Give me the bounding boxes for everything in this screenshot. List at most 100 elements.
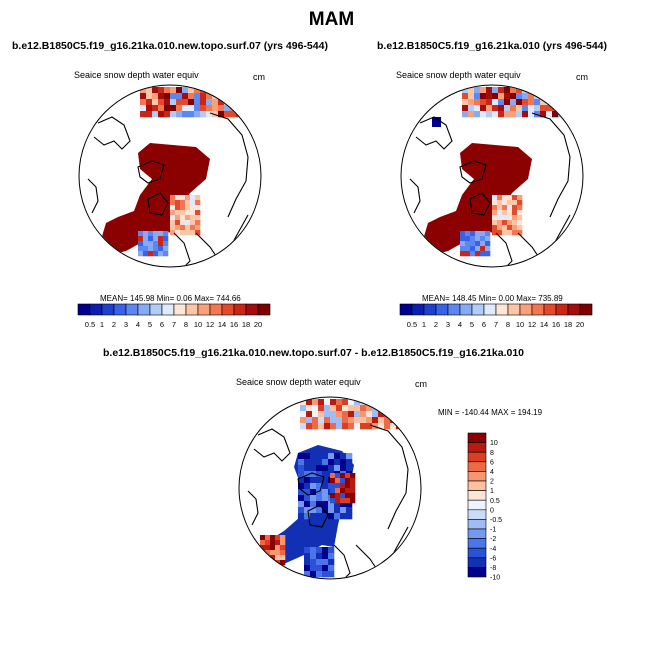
field-cell [516, 93, 523, 100]
field-cell [492, 225, 498, 231]
topo-colorbar-tick-label: 12 [206, 320, 214, 329]
field-cell [528, 99, 535, 106]
field-cell [474, 111, 481, 118]
field-cell [502, 230, 508, 236]
field-cell [497, 210, 503, 216]
diff-colorbar-swatch [467, 538, 487, 549]
field-cell [310, 465, 317, 472]
field-cell [346, 501, 353, 508]
field-cell [265, 540, 271, 546]
field-cell [366, 417, 373, 424]
ctrl-colorbar-swatch [471, 303, 485, 316]
field-cell [330, 478, 336, 484]
field-cell [322, 471, 329, 478]
field-cell [480, 236, 486, 242]
field-cell [170, 105, 177, 112]
field-cell [190, 230, 196, 236]
coastline [137, 160, 165, 184]
field-cell [475, 246, 481, 252]
field-cell [194, 111, 201, 118]
topo-colorbar-tick-label: 4 [136, 320, 140, 329]
field-cell [163, 241, 169, 247]
field-cell [163, 236, 169, 242]
field-cell [384, 399, 391, 406]
field-cell [280, 555, 286, 561]
ctrl-colorbar-tick-label: 14 [540, 320, 548, 329]
field-cell [507, 195, 513, 201]
field-cell [354, 423, 361, 430]
field-cell [143, 236, 149, 242]
field-cell [306, 411, 313, 418]
field-cell [180, 225, 186, 231]
topo-colorbar-swatch [173, 303, 187, 316]
field-cell [304, 495, 311, 502]
field-cell [236, 105, 243, 112]
field-cell [504, 111, 511, 118]
field-cell [170, 230, 176, 236]
field-cell [342, 405, 349, 412]
field-cell [140, 99, 147, 106]
field-cell [306, 405, 313, 412]
ctrl-colorbar-tick-label: 12 [528, 320, 536, 329]
panel-diff-stats: MIN = -140.44 MAX = 194.19 [438, 408, 543, 417]
field-cell [322, 565, 329, 572]
field-cell [345, 483, 351, 489]
field-cell [164, 87, 171, 94]
field-cell [195, 230, 201, 236]
field-cell [310, 547, 317, 554]
field-cell [486, 99, 493, 106]
field-cell [275, 555, 281, 561]
field-cell [342, 417, 349, 424]
field-cell [185, 195, 191, 201]
field-cell [546, 99, 553, 106]
field-cell [340, 483, 346, 489]
field-cell [316, 513, 323, 520]
field-cell [492, 220, 498, 226]
field-cell [146, 93, 153, 100]
field-cell [328, 553, 335, 560]
field-cell [185, 230, 191, 236]
field-cell [522, 105, 529, 112]
field-cell [164, 111, 171, 118]
field-cell [522, 99, 529, 106]
field-cell [470, 246, 476, 252]
ctrl-colorbar-swatch [447, 303, 461, 316]
field-cell [390, 411, 397, 418]
field-cell [475, 251, 481, 257]
field-cell [336, 423, 343, 430]
field-cell [517, 205, 523, 211]
field-cell [517, 215, 523, 221]
field-cell [485, 236, 491, 242]
field-cell [152, 99, 159, 106]
topo-colorbar-tick-label: 10 [194, 320, 202, 329]
field-cell [265, 550, 271, 556]
field-cell [300, 405, 307, 412]
field-cell [148, 251, 154, 257]
field-cell [195, 215, 201, 221]
field-cell [396, 417, 403, 424]
field-cell [190, 200, 196, 206]
field-cell [498, 99, 505, 106]
field-cell [360, 423, 367, 430]
field-cell [180, 220, 186, 226]
field-cell [298, 465, 305, 472]
field-cell [335, 483, 341, 489]
field-cell [158, 236, 164, 242]
field-cell [378, 417, 385, 424]
field-cell [310, 571, 317, 578]
field-cell [480, 93, 487, 100]
field-cell [194, 105, 201, 112]
field-cell [350, 498, 356, 504]
field-cell [485, 231, 491, 237]
panel-ctrl-var-title: Seaice snow depth water equiv [396, 70, 521, 80]
field-cell [468, 111, 475, 118]
field-cell [310, 501, 317, 508]
topo-colorbar-tick-label: 5 [148, 320, 152, 329]
field-cell [558, 105, 565, 112]
topo-colorbar-swatch [149, 303, 163, 316]
panel-diff-run-title: b.e12.B1850C5.f19_g16.21ka.010.new.topo.… [103, 347, 525, 359]
field-cell [182, 111, 189, 118]
field-cell [474, 99, 481, 106]
field-cell [195, 210, 201, 216]
field-cell [322, 483, 329, 490]
